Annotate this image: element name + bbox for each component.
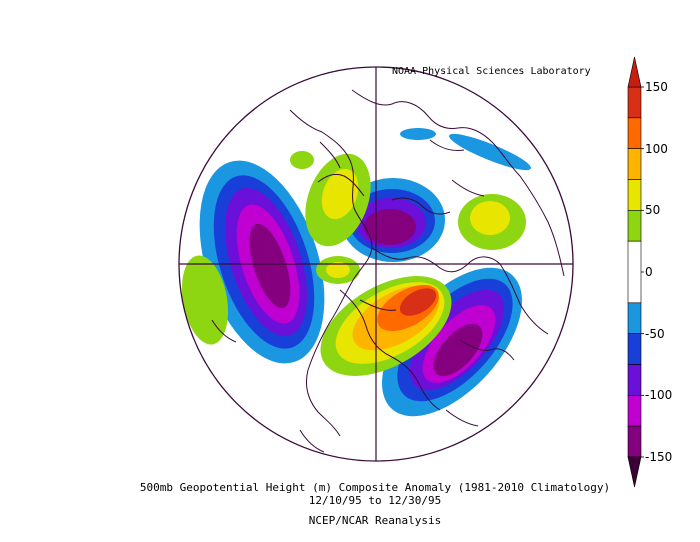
colorbar-label-50: 50 bbox=[645, 203, 661, 218]
colorbar-bin bbox=[627, 179, 642, 211]
colorbar-label-100: 100 bbox=[645, 141, 668, 156]
colorbar-over-arrow bbox=[627, 56, 642, 88]
ridge-america-125 bbox=[399, 288, 437, 316]
caption-dates: 12/10/95 to 12/30/95 bbox=[308, 494, 442, 507]
colorbar-bin bbox=[627, 425, 642, 458]
colorbar-label-150: 150 bbox=[645, 80, 668, 94]
colorbar bbox=[627, 56, 644, 488]
colorbar-bin bbox=[627, 333, 642, 365]
ridge-dateline-25 bbox=[181, 255, 229, 345]
colorbar-bin bbox=[627, 302, 642, 334]
colorbar-bin bbox=[627, 364, 642, 396]
colorbar-bin bbox=[627, 210, 642, 242]
colorbar-bin bbox=[627, 395, 642, 427]
ridge-central-50 bbox=[326, 262, 350, 278]
colorbar-label-minus-50: -50 bbox=[645, 326, 665, 341]
colorbar-label-minus-100: -100 bbox=[645, 388, 673, 403]
wisp-north-50 bbox=[449, 133, 531, 171]
coastlines bbox=[211, 89, 565, 453]
colorbar-bin bbox=[627, 148, 642, 180]
map-border bbox=[178, 66, 574, 462]
trough-atlantic-150 bbox=[433, 323, 483, 377]
colorbar-label-minus-150: -150 bbox=[645, 450, 673, 464]
caption-source: NCEP/NCAR Reanalysis bbox=[308, 514, 442, 527]
ridge-small-25 bbox=[290, 151, 314, 169]
colorbar-bin bbox=[627, 117, 642, 149]
colorbar-bin bbox=[627, 240, 642, 304]
ridge-europe-50 bbox=[470, 201, 510, 235]
trough-polar-125 bbox=[364, 209, 416, 245]
wisp-north-50b bbox=[400, 128, 436, 140]
colorbar-bin bbox=[627, 86, 642, 119]
colorbar-under-arrow bbox=[627, 456, 642, 488]
ridge-alaska-50 bbox=[321, 168, 359, 220]
colorbar-label-0: 0 bbox=[645, 265, 653, 279]
caption-title: 500mb Geopotential Height (m) Composite … bbox=[139, 481, 611, 494]
credit-label: NOAA Physical Sciences Laboratory bbox=[392, 66, 591, 77]
anomaly-field bbox=[181, 128, 531, 417]
trough-pacific-150 bbox=[249, 223, 291, 309]
